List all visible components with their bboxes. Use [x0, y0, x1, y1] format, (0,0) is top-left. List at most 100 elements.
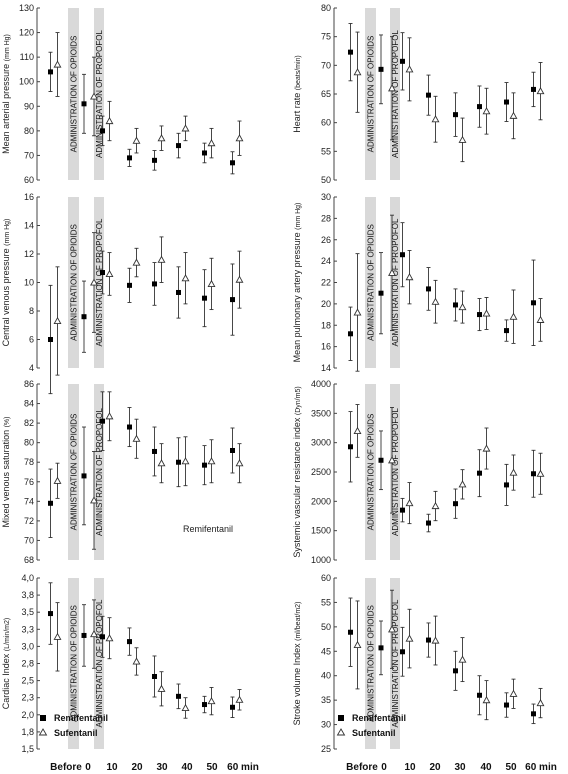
sufentanil-point — [181, 457, 190, 465]
x-label-0-right: 0 — [381, 762, 387, 773]
sufentanil-point — [105, 116, 114, 125]
sufentanil-point — [388, 268, 396, 276]
y-tick-label: 74 — [24, 496, 34, 506]
remifentanil-point — [176, 693, 181, 699]
legend-sufentanil-label: Sufentanil — [352, 728, 396, 738]
x-label-60: 60 min — [227, 762, 259, 773]
band-label: ADMINISTRATION OF PROPOFOL — [391, 218, 400, 346]
y-tick-label: 120 — [19, 28, 34, 38]
sufentanil-point — [536, 698, 545, 707]
remifentanil-point — [202, 702, 207, 708]
sufentanil-point — [53, 476, 62, 484]
sufentanil-point — [431, 636, 440, 644]
legend-sufentanil-label: Sufentanil — [54, 728, 98, 738]
y-axis-label: Heart rate (beats/min) — [292, 55, 302, 133]
remifentanil-point — [48, 611, 53, 617]
sufentanil-point — [207, 139, 216, 147]
remifentanil-point — [81, 101, 87, 107]
x-label-before-right: Before — [346, 762, 378, 773]
x-label-60-right: 60 min — [525, 762, 557, 773]
sufentanil-point — [536, 469, 545, 477]
y-tick-label: 1,5 — [21, 744, 34, 754]
remifentanil-point — [152, 448, 157, 454]
band-label: ADMINISTRATION OF PROPOFOL — [391, 30, 400, 158]
y-tick-label: 1000 — [311, 555, 331, 565]
y-tick-label: 2,0 — [21, 710, 34, 720]
y-tick-label: 26 — [321, 235, 331, 245]
sufentanil-point — [388, 625, 396, 633]
remifentanil-point — [152, 281, 157, 287]
x-label-10-right: 10 — [404, 762, 416, 773]
sufentanil-point — [90, 629, 98, 638]
remifentanil-point — [400, 649, 405, 655]
y-tick-label: 78 — [24, 457, 34, 467]
sufentanil-point — [157, 459, 166, 467]
y-tick-label: 16 — [321, 342, 331, 352]
remifentanil-point — [504, 99, 509, 105]
remifentanil-point — [48, 69, 53, 75]
y-tick-label: 2,8 — [21, 659, 34, 669]
y-tick-label: 3000 — [311, 438, 331, 448]
remifentanil-point — [81, 314, 87, 320]
remifentanil-point — [426, 92, 431, 98]
y-tick-label: 130 — [19, 3, 34, 13]
y-tick-label: 3,5 — [21, 607, 34, 617]
y-tick-label: 6 — [29, 335, 34, 345]
y-tick-label: 3500 — [311, 408, 331, 418]
remifentanil-point — [348, 444, 353, 450]
remifentanil-point — [504, 702, 509, 708]
y-axis-label: Mean arterial pressure (mm Hg) — [1, 34, 11, 154]
remifentanil-point — [48, 500, 53, 506]
sufentanil-point — [90, 92, 98, 100]
sufentanil-point — [53, 632, 62, 640]
y-tick-label: 3,0 — [21, 641, 34, 651]
remifentanil-point — [348, 629, 353, 635]
y-tick-label: 12 — [24, 249, 34, 259]
administration-band — [390, 578, 400, 749]
sufentanil-point — [353, 308, 362, 316]
administration-band — [68, 384, 79, 560]
sufentanil-point — [157, 134, 166, 142]
remifentanil-point — [426, 286, 431, 292]
sufentanil-point — [482, 696, 491, 704]
y-tick-label: 60 — [321, 573, 331, 583]
legend-sufentanil-marker — [38, 728, 48, 736]
sufentanil-point — [353, 640, 362, 648]
sufentanil-point — [157, 255, 166, 263]
y-tick-label: 80 — [24, 438, 34, 448]
remifentanil-point — [504, 482, 509, 488]
y-tick-label: 28 — [321, 213, 331, 223]
x-label-20-right: 20 — [429, 762, 441, 773]
y-tick-label: 60 — [24, 175, 34, 185]
y-tick-label: 100 — [19, 77, 34, 87]
y-tick-label: 30 — [321, 720, 331, 730]
remifentanil-point — [531, 711, 536, 717]
y-tick-label: 45 — [321, 646, 331, 656]
y-tick-label: 40 — [321, 671, 331, 681]
x-label-before: Before — [50, 762, 82, 773]
y-tick-label: 2,5 — [21, 676, 34, 686]
sufentanil-point — [405, 65, 414, 73]
band-label: ADMINISTRATION OF PROPOFOL — [95, 408, 104, 536]
sufentanil-point — [405, 498, 414, 507]
administration-band — [390, 8, 400, 180]
sufentanil-point — [235, 695, 244, 703]
y-tick-label: 3,3 — [21, 624, 34, 634]
administration-band — [390, 197, 400, 368]
remifentanil-point — [531, 300, 536, 306]
sufentanil-point — [90, 278, 98, 286]
band-label: ADMINISTRATION OF PROPOFOL — [391, 408, 400, 536]
y-tick-label: 4000 — [311, 379, 331, 389]
y-tick-label: 2,3 — [21, 693, 34, 703]
sufentanil-point — [132, 136, 141, 144]
remifentanil-point — [127, 282, 132, 288]
x-label-20: 20 — [131, 762, 143, 773]
sufentanil-point — [105, 634, 114, 642]
y-tick-label: 60 — [321, 118, 331, 128]
sufentanil-point — [458, 480, 467, 488]
remifentanil-point — [477, 470, 482, 476]
sufentanil-point — [207, 696, 216, 705]
x-label-0: 0 — [85, 762, 91, 773]
remifentanil-point — [81, 473, 87, 479]
